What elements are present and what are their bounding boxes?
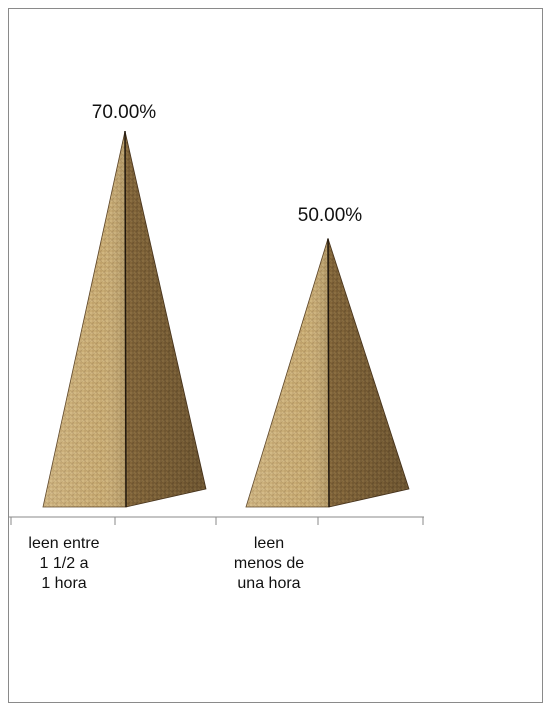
category-label-line: una hora bbox=[237, 575, 300, 592]
chart-labels: 70.00% leen entre 1 1/2 a 1 hora 50.00% leen m… bbox=[28, 102, 362, 592]
category-label: leen menos de una hora bbox=[234, 535, 304, 592]
category-label-line: menos de bbox=[234, 555, 304, 572]
pyramid-center-edge bbox=[124, 131, 127, 508]
pyramid-front-shading bbox=[246, 238, 329, 507]
category-label-line: leen bbox=[254, 535, 284, 552]
pyramid-side-shading bbox=[125, 131, 206, 507]
pyramid-front-shading bbox=[43, 131, 126, 507]
category-label: leen entre 1 1/2 a 1 hora bbox=[28, 535, 99, 592]
pyramid-bar bbox=[42, 130, 207, 508]
category-label-line: 1 hora bbox=[41, 575, 86, 592]
category-label-line: leen entre bbox=[28, 535, 99, 552]
category-label-line: 1 1/2 a bbox=[40, 555, 89, 572]
pyramid-bar bbox=[245, 238, 410, 508]
data-label: 70.00% bbox=[92, 102, 157, 123]
pyramid-side-shading bbox=[328, 238, 409, 507]
data-label: 50.00% bbox=[298, 205, 363, 226]
pyramid-center-edge bbox=[327, 238, 330, 508]
pyramid-series bbox=[42, 130, 410, 508]
